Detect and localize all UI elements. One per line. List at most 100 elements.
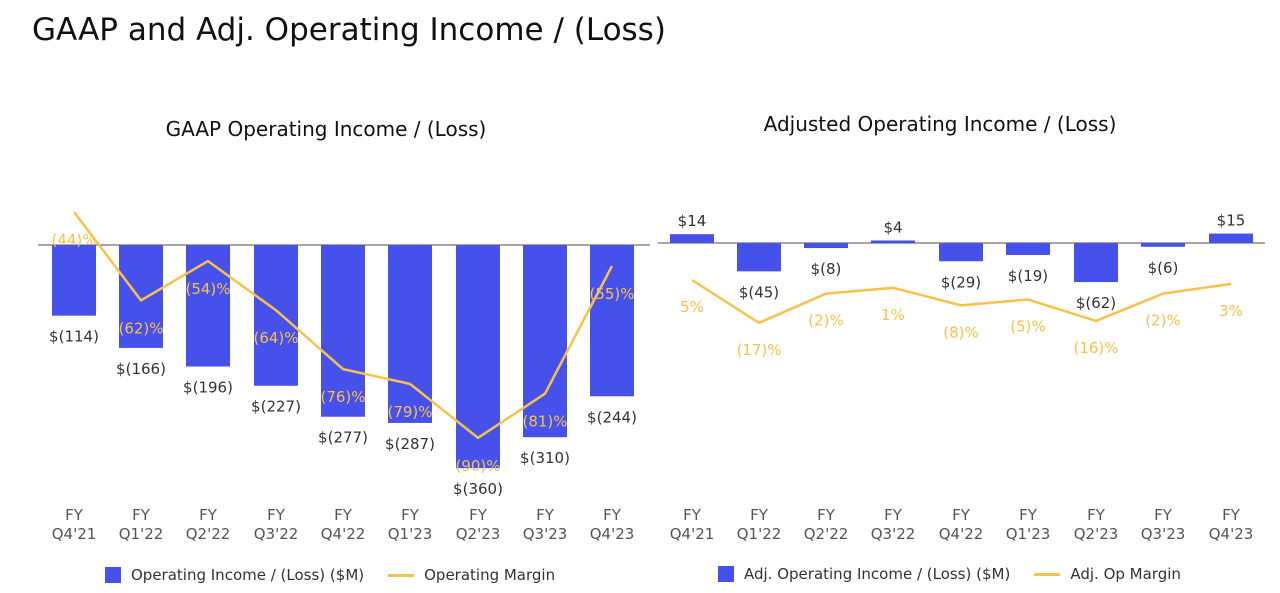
bar: [737, 243, 781, 272]
bar-value-label: $(244): [587, 408, 637, 426]
margin-label: 1%: [881, 306, 905, 324]
category-label-line2: Q1'23: [388, 525, 433, 543]
category-label-line1: FY: [267, 506, 286, 524]
category-label-line1: FY: [1222, 506, 1241, 524]
gaap-chart-title: GAAP Operating Income / (Loss): [165, 117, 487, 141]
category-label-line2: Q4'21: [52, 525, 97, 543]
bar-value-label: $(19): [1008, 267, 1048, 285]
bar-legend-swatch: [105, 567, 121, 583]
category-label-line2: Q1'22: [119, 525, 164, 543]
bar: [804, 243, 848, 249]
bar: [871, 240, 915, 243]
margin-label: 3%: [1219, 302, 1243, 320]
margin-label: (62)%: [118, 319, 163, 337]
bar: [670, 234, 714, 243]
margin-label: (90)%: [455, 457, 500, 475]
line-legend-swatch: [388, 573, 415, 577]
bar: [254, 245, 298, 386]
margin-label: (44)%: [51, 231, 96, 249]
bar: [1209, 233, 1253, 243]
category-label-line1: FY: [952, 506, 971, 524]
bar: [1141, 243, 1185, 247]
bar: [939, 243, 983, 262]
category-label-line1: FY: [1154, 506, 1173, 524]
bar: [523, 245, 567, 438]
margin-label: (17)%: [736, 341, 781, 359]
category-label-line2: Q2'22: [186, 525, 231, 543]
adj-legend: Adj. Operating Income / (Loss) ($M) Adj.…: [718, 565, 1181, 583]
category-label-line2: Q2'23: [1074, 525, 1119, 543]
margin-label: (81)%: [522, 413, 567, 431]
bar: [456, 245, 500, 469]
margin-label: (2)%: [808, 312, 844, 330]
category-label-line2: Q4'21: [670, 525, 715, 543]
category-label-line2: Q3'23: [1141, 525, 1186, 543]
category-label-line1: FY: [1019, 506, 1038, 524]
bar: [590, 245, 634, 397]
bar-value-label: $(114): [49, 328, 99, 346]
category-label-line2: Q4'23: [1209, 525, 1254, 543]
margin-label: (8)%: [943, 323, 979, 341]
bar: [186, 245, 230, 367]
bar: [321, 245, 365, 417]
bar-value-label: $4: [883, 218, 902, 236]
bar: [388, 245, 432, 423]
bar-value-label: $(277): [318, 429, 368, 447]
category-label-line2: Q2'23: [456, 525, 501, 543]
category-label-line1: FY: [884, 506, 903, 524]
gaap-legend: Operating Income / (Loss) ($M) Operating…: [105, 566, 555, 584]
bar-legend-swatch: [718, 566, 734, 582]
margin-label: (76)%: [320, 388, 365, 406]
bar-value-label: $(45): [739, 283, 779, 301]
line-legend-swatch: [1034, 572, 1061, 576]
category-label-line2: Q4'23: [590, 525, 635, 543]
bar-value-label: $(6): [1148, 259, 1179, 277]
bar-value-label: $(287): [385, 435, 435, 453]
bar-value-label: $(310): [520, 449, 570, 467]
bar-value-label: $(196): [183, 379, 233, 397]
margin-label: (64)%: [253, 329, 298, 347]
legend-bar-label: Adj. Operating Income / (Loss) ($M): [744, 565, 1011, 583]
page-title: GAAP and Adj. Operating Income / (Loss): [32, 12, 666, 48]
margin-label: 5%: [680, 298, 704, 316]
category-label-line1: FY: [817, 506, 836, 524]
bar: [1006, 243, 1050, 255]
category-label-line2: Q3'23: [523, 525, 568, 543]
bar: [119, 245, 163, 348]
category-label-line2: Q3'22: [254, 525, 299, 543]
margin-label: (79)%: [387, 403, 432, 421]
bar: [1074, 243, 1118, 283]
bar-value-label: $(62): [1076, 294, 1116, 312]
category-label-line1: FY: [65, 506, 84, 524]
category-label-line2: Q1'23: [1006, 525, 1051, 543]
category-label-line1: FY: [469, 506, 488, 524]
legend-bar-label: Operating Income / (Loss) ($M): [131, 566, 365, 584]
bar-value-label: $(227): [251, 398, 301, 416]
margin-label: (55)%: [589, 285, 634, 303]
category-label-line2: Q3'22: [871, 525, 916, 543]
category-label-line1: FY: [132, 506, 151, 524]
legend-line-label: Operating Margin: [424, 566, 556, 584]
legend-line-label: Adj. Op Margin: [1070, 565, 1181, 583]
category-label-line2: Q4'22: [321, 525, 366, 543]
category-label-line2: Q1'22: [737, 525, 782, 543]
bar: [52, 245, 96, 316]
margin-label: (54)%: [185, 280, 230, 298]
category-label-line2: Q2'22: [804, 525, 849, 543]
category-label-line2: Q4'22: [939, 525, 984, 543]
category-label-line1: FY: [536, 506, 555, 524]
category-label-line1: FY: [750, 506, 769, 524]
adj-chart-title: Adjusted Operating Income / (Loss): [763, 112, 1117, 136]
bar-value-label: $14: [678, 212, 707, 230]
margin-label: (2)%: [1145, 312, 1181, 330]
bar-value-label: $(29): [941, 273, 981, 291]
bar-value-label: $(360): [453, 480, 503, 498]
category-label-line1: FY: [199, 506, 218, 524]
category-label-line1: FY: [603, 506, 622, 524]
bar-value-label: $(8): [811, 260, 842, 278]
bar-value-label: $15: [1217, 212, 1246, 230]
category-label-line1: FY: [1087, 506, 1106, 524]
bar-value-label: $(166): [116, 360, 166, 378]
category-label-line1: FY: [683, 506, 702, 524]
